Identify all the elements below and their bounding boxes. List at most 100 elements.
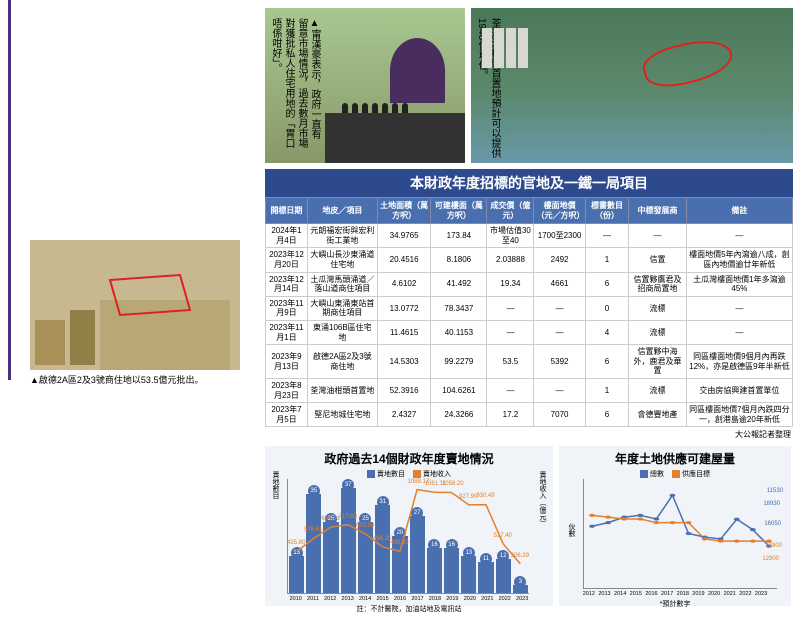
table-cell: — (534, 296, 585, 320)
chart2-note: *預計數字 (563, 599, 787, 609)
line-value: 438.90 (390, 540, 408, 546)
table-title: 本財政年度招標的官地及一鐵一局項目 (265, 169, 793, 197)
table-cell: 17.2 (487, 403, 534, 427)
table-row: 2023年11月1日東涌106B區住宅地11.461540.1153——4流標— (266, 320, 793, 344)
table-cell: 53.5 (487, 345, 534, 379)
table-cell: 土瓜灣樓面地價1年多瀉逾45% (686, 272, 792, 296)
left-photo (30, 240, 240, 370)
table-cell: 東涌106B區住宅地 (307, 320, 377, 344)
x-tick: 2015 (630, 591, 642, 597)
table-cell: 2023年12月14日 (266, 272, 308, 296)
table-cell: 流標 (629, 320, 687, 344)
table-row: 2023年12月14日土瓜灣馬頭涌道／落山道商住項目4.610241.49219… (266, 272, 793, 296)
table-row: 2023年12月20日大嶼山長沙東涌道住宅地20.45168.18062.038… (266, 248, 793, 272)
table-header: 標書數目（份） (585, 198, 629, 224)
line-value: 576.61 (304, 527, 322, 533)
table-header: 成交價（億元） (487, 198, 534, 224)
chart1-title: 政府過去14個財政年度賣地情況 (269, 450, 549, 467)
table-cell: 2492 (534, 248, 585, 272)
chart1-y-left-label: 賣地數目 (270, 471, 280, 499)
x-tick: 2018 (429, 596, 441, 602)
table-cell: 6 (585, 403, 629, 427)
table-cell: 信置 (629, 248, 687, 272)
table-cell: 1 (585, 378, 629, 402)
table-header: 樓面地價（元／方呎） (534, 198, 585, 224)
table-cell: 78.3437 (431, 296, 487, 320)
table-cell: 99.2279 (431, 345, 487, 379)
table-cell: — (686, 224, 792, 248)
table-cell: 4661 (534, 272, 585, 296)
table-cell: 5392 (534, 345, 585, 379)
table-cell: 2023年7月5日 (266, 403, 308, 427)
x-tick: 2023 (755, 591, 767, 597)
table-cell: 大嶼山東涌東站首期商住項目 (307, 296, 377, 320)
table-header: 可建樓面（萬方呎） (431, 198, 487, 224)
table-cell: — (487, 320, 534, 344)
table-cell: — (534, 378, 585, 402)
table-source: 大公報記者整理 (265, 427, 793, 442)
table-cell: 流標 (629, 378, 687, 402)
left-border (8, 0, 11, 380)
chart2-title: 年度土地供應可建屋量 (563, 450, 787, 467)
table-cell: 1700至2300 (534, 224, 585, 248)
table-cell: 11.4615 (377, 320, 431, 344)
x-tick: 2019 (446, 596, 458, 602)
table-cell: 41.492 (431, 272, 487, 296)
x-tick: 2022 (739, 591, 751, 597)
table-cell: 2023年12月20日 (266, 248, 308, 272)
table-cell: 19.34 (487, 272, 534, 296)
x-tick: 2015 (376, 596, 388, 602)
line-value: 930.49 (476, 493, 494, 499)
x-tick: 2020 (708, 591, 720, 597)
table-cell: 2023年8月23日 (266, 378, 308, 402)
chart1-note: 註：不計醫院，加油站地及電訊站 (269, 604, 549, 614)
x-tick: 2012 (583, 591, 595, 597)
table-cell: 14.5303 (377, 345, 431, 379)
line-value: 306.29 (511, 553, 529, 559)
table-cell: 交由房協興建首置單位 (686, 378, 792, 402)
table-cell: 元朗福宏街與宏利街工業地 (307, 224, 377, 248)
chart2-y-label: 伙數 (566, 523, 576, 537)
table-header: 備註 (686, 198, 792, 224)
line-value: 694.33 (321, 516, 339, 522)
x-tick: 2013 (342, 596, 354, 602)
callout-value: 11530 (767, 488, 783, 494)
table-cell: — (487, 378, 534, 402)
speaker-photo: ▲甯漢豪表示，政府一直有留意市場情況，過去數月市場對獲批私人住宅用地的「胃口唔係… (265, 8, 465, 163)
table-cell: 2023年11月9日 (266, 296, 308, 320)
x-tick: 2016 (394, 596, 406, 602)
table-row: 2023年11月9日大嶼山東涌東站首期商住項目13.077278.3437——0… (266, 296, 793, 320)
table-cell: 34.9765 (377, 224, 431, 248)
table-cell: 樓面地價5年內瀉逾八成，創區內地價逾廿年新低 (686, 248, 792, 272)
table-row: 2024年1月4日元朗福宏街與宏利街工業地34.9765173.84市場估值30… (266, 224, 793, 248)
line-value: 927.90 (459, 494, 477, 500)
table-header: 中標發展商 (629, 198, 687, 224)
table-cell: 2023年11月1日 (266, 320, 308, 344)
line-value: 1058.20 (442, 481, 464, 487)
x-tick: 2016 (645, 591, 657, 597)
table-cell: 啟德2A區2及3號商住地 (307, 345, 377, 379)
table-cell: 173.84 (431, 224, 487, 248)
table-header: 土地面積（萬方呎） (377, 198, 431, 224)
x-tick: 2011 (307, 596, 319, 602)
table-cell: 4.6102 (377, 272, 431, 296)
table-cell: — (585, 224, 629, 248)
x-tick: 2012 (324, 596, 336, 602)
table-cell: 7070 (534, 403, 585, 427)
callout-value: 12900 (765, 543, 782, 549)
left-photo-caption: ▲啟德2A區2及3號商住地以53.5億元批出。 (30, 373, 203, 386)
table-cell: — (629, 224, 687, 248)
x-tick: 2020 (464, 596, 476, 602)
table-row: 2023年8月23日荃灣油柑頭首置地52.3916104.6261——1流標交由… (266, 378, 793, 402)
table-cell: 6 (585, 345, 629, 379)
aerial-photo: 荃灣油柑頭首置地預計可以提供1940個單位。 (471, 8, 793, 163)
table-cell: 4 (585, 320, 629, 344)
table-cell: 信置夥鷹君及招商局置地 (629, 272, 687, 296)
table-cell: 2.4327 (377, 403, 431, 427)
x-tick: 2017 (661, 591, 673, 597)
table-cell: 40.1153 (431, 320, 487, 344)
chart-housing-supply: 年度土地供應可建屋量 總數 供應目標 129001893016050129001… (559, 446, 791, 606)
line-value: 620.50 (356, 523, 374, 529)
callout-value: 18930 (763, 501, 780, 507)
table-cell: 2.03888 (487, 248, 534, 272)
